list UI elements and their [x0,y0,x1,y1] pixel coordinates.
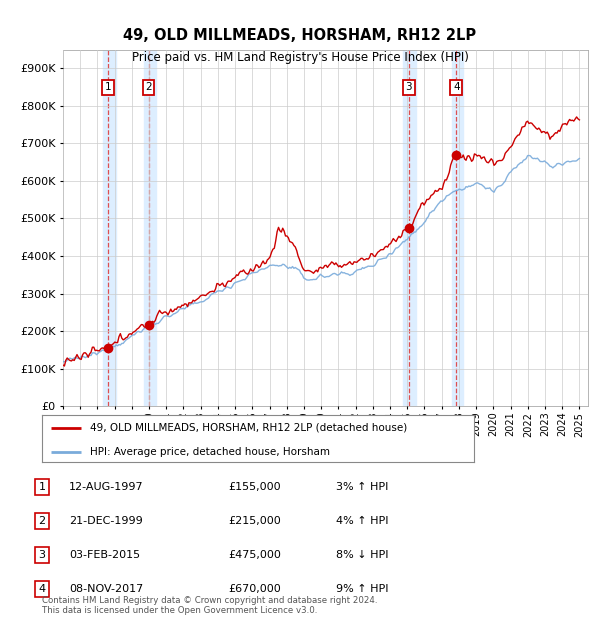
Text: 2: 2 [145,82,152,92]
Bar [103,50,116,406]
Text: Contains HM Land Registry data © Crown copyright and database right 2024.
This d: Contains HM Land Registry data © Crown c… [42,596,377,615]
Text: 3% ↑ HPI: 3% ↑ HPI [336,482,388,492]
Text: 03-FEB-2015: 03-FEB-2015 [69,550,140,560]
Text: 8% ↓ HPI: 8% ↓ HPI [336,550,389,560]
Text: £155,000: £155,000 [228,482,281,492]
Text: 1: 1 [105,82,112,92]
Text: HPI: Average price, detached house, Horsham: HPI: Average price, detached house, Hors… [89,446,329,457]
Text: 1: 1 [38,482,46,492]
Text: 9% ↑ HPI: 9% ↑ HPI [336,584,389,594]
Text: 3: 3 [406,82,412,92]
Text: 49, OLD MILLMEADS, HORSHAM, RH12 2LP (detached house): 49, OLD MILLMEADS, HORSHAM, RH12 2LP (de… [89,423,407,433]
Bar [452,50,463,406]
Text: 4% ↑ HPI: 4% ↑ HPI [336,516,389,526]
Text: Price paid vs. HM Land Registry's House Price Index (HPI): Price paid vs. HM Land Registry's House … [131,51,469,64]
Text: 21-DEC-1999: 21-DEC-1999 [69,516,143,526]
Text: 2: 2 [38,516,46,526]
Bar [144,50,156,406]
Text: 49, OLD MILLMEADS, HORSHAM, RH12 2LP: 49, OLD MILLMEADS, HORSHAM, RH12 2LP [124,28,476,43]
Text: 08-NOV-2017: 08-NOV-2017 [69,584,143,594]
Text: £475,000: £475,000 [228,550,281,560]
Text: 4: 4 [38,584,46,594]
Text: 3: 3 [38,550,46,560]
Bar [403,50,416,406]
Text: £670,000: £670,000 [228,584,281,594]
Text: £215,000: £215,000 [228,516,281,526]
Text: 4: 4 [453,82,460,92]
Text: 12-AUG-1997: 12-AUG-1997 [69,482,143,492]
